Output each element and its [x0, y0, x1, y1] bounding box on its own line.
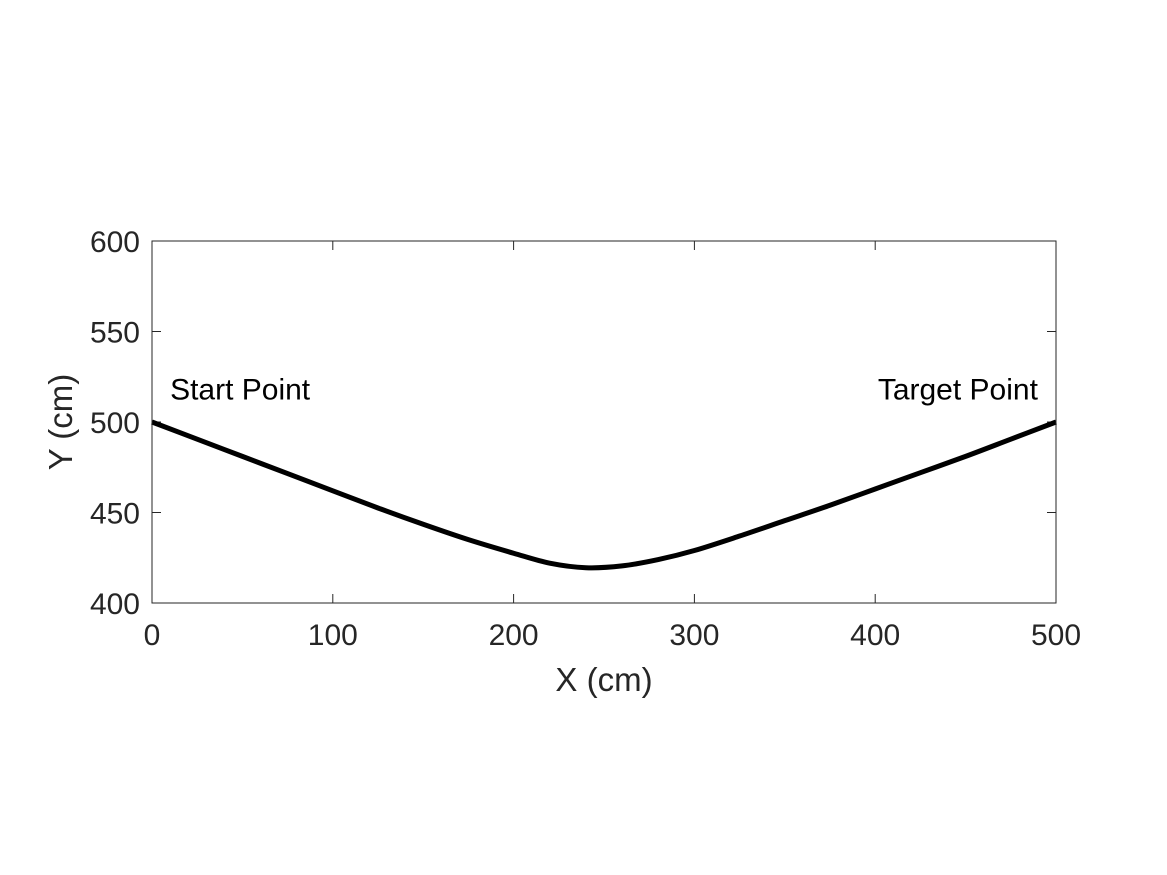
x-tick-label: 200: [489, 619, 539, 652]
x-tick-label: 500: [1031, 619, 1081, 652]
plot-frame: [151, 240, 1057, 604]
annotation-layer: Start Point Target Point: [170, 373, 1039, 406]
series-line-trajectory: [151, 419, 1057, 571]
y-tick-label: 600: [90, 226, 140, 259]
y-tick-label: 550: [90, 317, 140, 350]
y-tick-label: 400: [90, 588, 140, 621]
x-tick-label: 100: [308, 619, 358, 652]
start-point-label: Start Point: [170, 373, 311, 406]
x-tick-label: 400: [850, 619, 900, 652]
series-layer: [151, 419, 1057, 571]
y-tick-label: 500: [90, 407, 140, 440]
target-point-label: Target Point: [878, 373, 1039, 406]
x-tick-label: 300: [669, 619, 719, 652]
y-axis-label: Y (cm): [42, 374, 79, 471]
ticks-layer: 0 100 200 300 400 500 400 450 500 550 600: [90, 226, 1081, 652]
y-tick-label: 450: [90, 498, 140, 531]
x-tick-label: 0: [144, 619, 161, 652]
x-axis-label: X (cm): [555, 661, 652, 698]
